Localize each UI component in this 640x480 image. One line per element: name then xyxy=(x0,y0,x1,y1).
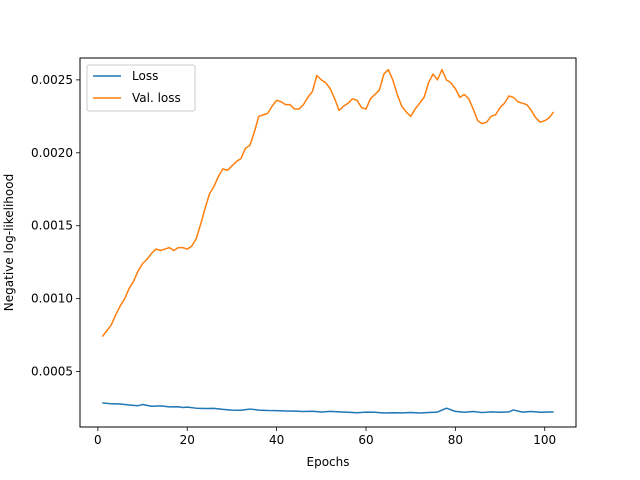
legend-label: Loss xyxy=(132,69,158,83)
plot-lines xyxy=(101,68,555,414)
x-axis-label: Epochs xyxy=(307,455,350,469)
x-tick-label: 0 xyxy=(94,433,102,447)
y-axis-label: Negative log-likelihood xyxy=(2,174,16,311)
y-tick-label: 0.0025 xyxy=(31,73,73,87)
y-tick-label: 0.0015 xyxy=(31,219,73,233)
x-tick-label: 40 xyxy=(269,433,284,447)
x-tick-label: 20 xyxy=(180,433,195,447)
y-tick-label: 0.0020 xyxy=(31,146,73,160)
plot-frame xyxy=(79,57,577,428)
x-tick-label: 100 xyxy=(533,433,556,447)
x-tick-label: 80 xyxy=(448,433,463,447)
y-axis-ticks: 0.0005 0.0010 0.0015 0.0020 0.0025 xyxy=(31,73,80,379)
legend-label: Val. loss xyxy=(132,91,181,105)
y-tick-label: 0.0010 xyxy=(31,292,73,306)
series-line-val-loss xyxy=(101,68,555,338)
x-axis-ticks: 0 20 40 60 80 100 xyxy=(94,427,556,447)
legend: Loss Val. loss xyxy=(86,64,196,112)
x-tick-label: 60 xyxy=(358,433,373,447)
y-tick-label: 0.0005 xyxy=(31,365,73,379)
series-line-loss xyxy=(102,402,554,414)
